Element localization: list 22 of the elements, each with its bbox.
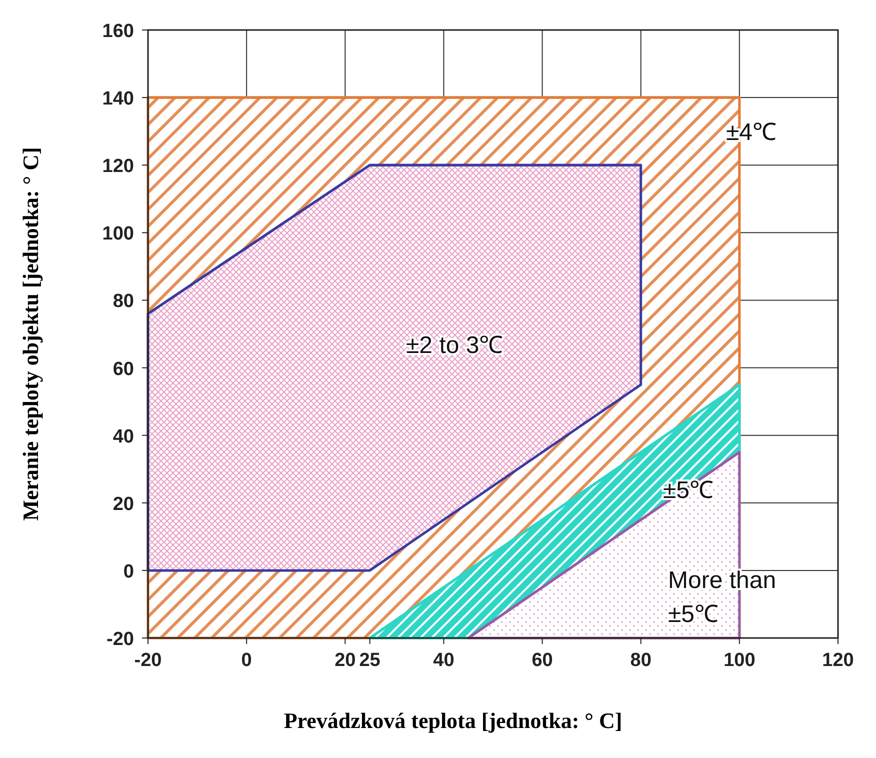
x-tick-label: 25 (359, 650, 381, 671)
y-tick-label: 80 (112, 291, 134, 312)
x-tick-label: 120 (822, 650, 854, 671)
x-tick-label: 40 (433, 650, 454, 671)
y-tick-label: 40 (112, 426, 134, 448)
x-tick-label: -20 (134, 650, 162, 671)
y-axis-title: Meranie teploty objektu [jednotka: ° C] (18, 147, 43, 521)
y-tick-label: 140 (102, 88, 134, 110)
x-tick-label: 100 (724, 650, 756, 671)
x-axis-title: Prevádzková teplota [jednotka: ° C] (284, 708, 622, 733)
annotation: ±2 to 3℃ (406, 332, 504, 359)
x-tick-label: 0 (241, 650, 252, 671)
y-tick-label: 120 (102, 156, 134, 178)
x-tick-label: 60 (532, 650, 553, 671)
y-tick-label: 60 (112, 358, 134, 380)
x-tick-label: 80 (630, 650, 652, 671)
x-tick-label: 20 (334, 650, 356, 671)
y-tick-label: 160 (102, 21, 134, 42)
y-tick-label: -20 (106, 629, 134, 650)
y-tick-label: 100 (102, 224, 134, 245)
y-tick-label: 20 (112, 494, 134, 515)
y-tick-label: 0 (123, 561, 134, 582)
